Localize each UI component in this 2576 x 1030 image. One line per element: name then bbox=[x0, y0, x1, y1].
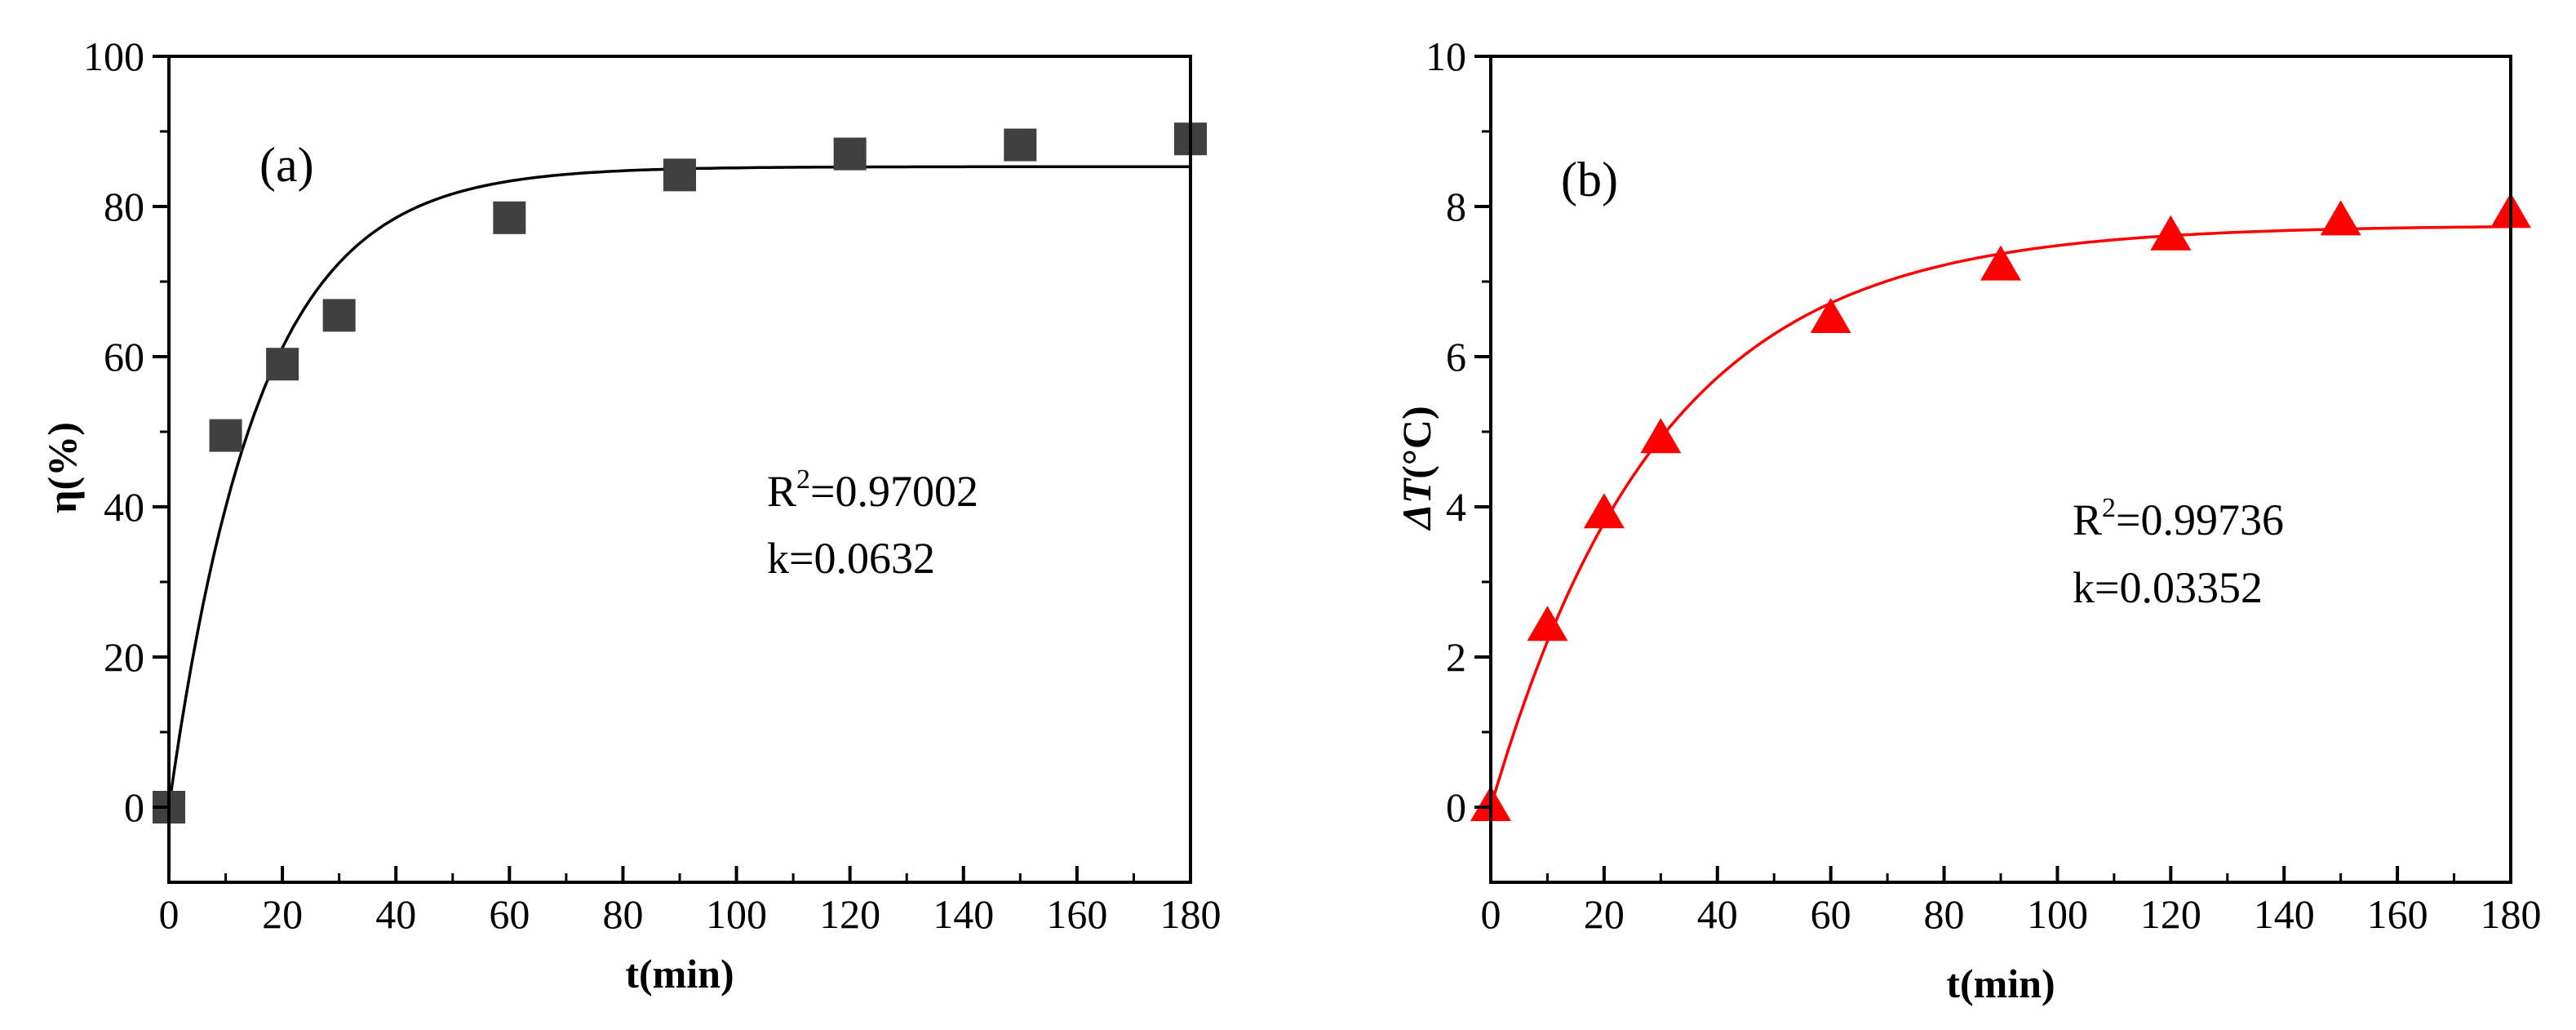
r2-superscript-b: 2 bbox=[2102, 493, 2116, 523]
panel-label-a: (a) bbox=[259, 138, 314, 192]
data-points-b bbox=[1470, 193, 2531, 821]
data-points-a bbox=[153, 122, 1207, 824]
y-tick-label: 0 bbox=[124, 784, 144, 830]
fit-curve bbox=[167, 165, 1190, 808]
y-axis-title-b: ΔT(°C) bbox=[1394, 406, 1439, 531]
y-ticks-b: 0 2 4 6 8 10 bbox=[1425, 33, 1491, 830]
x-tick-label: 20 bbox=[262, 891, 303, 937]
y-tick-label: 10 bbox=[1425, 33, 1466, 79]
data-point bbox=[833, 137, 867, 171]
y-tick-label: 6 bbox=[1446, 334, 1466, 380]
x-tick-label: 0 bbox=[159, 891, 180, 937]
x-tick-label: 160 bbox=[1046, 891, 1107, 937]
x-tick-label: 120 bbox=[2140, 891, 2201, 937]
k-annotation-a: k=0.0632 bbox=[767, 534, 935, 583]
y-axis-title-b-symbol: ΔT bbox=[1394, 477, 1439, 531]
x-tick-label: 120 bbox=[819, 891, 880, 937]
panel-label-b: (b) bbox=[1561, 153, 1618, 206]
r2-annotation-b: R2=0.99736 bbox=[2073, 493, 2284, 544]
data-point bbox=[322, 299, 356, 332]
x-tick-label: 0 bbox=[1481, 891, 1501, 937]
r2-value-a: =0.97002 bbox=[810, 467, 978, 516]
fit-curve bbox=[1489, 224, 2512, 808]
x-tick-label: 140 bbox=[933, 891, 994, 937]
y-tick-label: 80 bbox=[104, 184, 144, 229]
x-tick-label: 160 bbox=[2367, 891, 2428, 937]
r2-prefix-a: R bbox=[767, 467, 796, 516]
r2-annotation-a: R2=0.97002 bbox=[767, 464, 978, 516]
y-tick-label: 60 bbox=[104, 334, 144, 380]
x-tick-label: 40 bbox=[1697, 891, 1738, 937]
fit-curve-layer-b bbox=[1489, 224, 2512, 808]
y-tick-label: 40 bbox=[104, 484, 144, 530]
x-ticks-b: 0 20 40 60 80 100 120 140 160 180 bbox=[1481, 866, 2542, 937]
x-axis-title-b: t(min) bbox=[1946, 961, 2055, 1006]
chart-panel-a: 0 20 40 60 80 100 120 140 160 180 0 20 40 60 80 100 (a… bbox=[39, 33, 1221, 997]
x-tick-label: 60 bbox=[1811, 891, 1851, 937]
fit-curve-layer-a bbox=[167, 165, 1190, 808]
data-point bbox=[2320, 200, 2361, 236]
data-point bbox=[1527, 606, 1568, 642]
x-tick-label: 20 bbox=[1584, 891, 1625, 937]
x-tick-label: 100 bbox=[2027, 891, 2088, 937]
r2-superscript-a: 2 bbox=[796, 464, 810, 495]
y-axis-title-b-unit: (°C) bbox=[1394, 406, 1439, 478]
x-ticks-a: 0 20 40 60 80 100 120 140 160 180 bbox=[159, 866, 1221, 937]
plot-frame-b bbox=[1489, 55, 2512, 884]
data-point bbox=[2150, 215, 2192, 251]
data-point bbox=[1583, 493, 1625, 529]
x-tick-label: 140 bbox=[2254, 891, 2315, 937]
k-annotation-b: k=0.03352 bbox=[2073, 563, 2263, 612]
data-point bbox=[266, 348, 299, 381]
x-tick-label: 80 bbox=[1924, 891, 1965, 937]
data-point bbox=[1810, 298, 1851, 333]
r2-prefix-b: R bbox=[2073, 495, 2102, 544]
data-point bbox=[663, 158, 696, 192]
y-tick-label: 8 bbox=[1446, 184, 1466, 229]
data-point bbox=[209, 419, 242, 452]
data-point bbox=[1004, 128, 1037, 162]
y-tick-label: 100 bbox=[83, 33, 144, 79]
x-tick-label: 100 bbox=[706, 891, 767, 937]
x-axis-title-a: t(min) bbox=[625, 951, 734, 997]
x-tick-label: 80 bbox=[602, 891, 643, 937]
r2-value-b: =0.99736 bbox=[2116, 495, 2284, 544]
y-tick-label: 0 bbox=[1446, 784, 1466, 830]
data-point bbox=[1640, 418, 1682, 454]
x-tick-label: 180 bbox=[2481, 891, 2542, 937]
y-ticks-a: 0 20 40 60 80 100 bbox=[83, 33, 169, 830]
y-tick-label: 2 bbox=[1446, 634, 1466, 680]
data-point bbox=[493, 201, 526, 234]
x-tick-label: 60 bbox=[489, 891, 530, 937]
y-tick-label: 20 bbox=[104, 634, 144, 680]
data-point bbox=[1980, 245, 2021, 281]
y-tick-label: 4 bbox=[1446, 484, 1466, 530]
x-tick-label: 180 bbox=[1160, 891, 1221, 937]
x-tick-label: 40 bbox=[375, 891, 416, 937]
y-axis-title-a: η(%) bbox=[39, 422, 85, 513]
